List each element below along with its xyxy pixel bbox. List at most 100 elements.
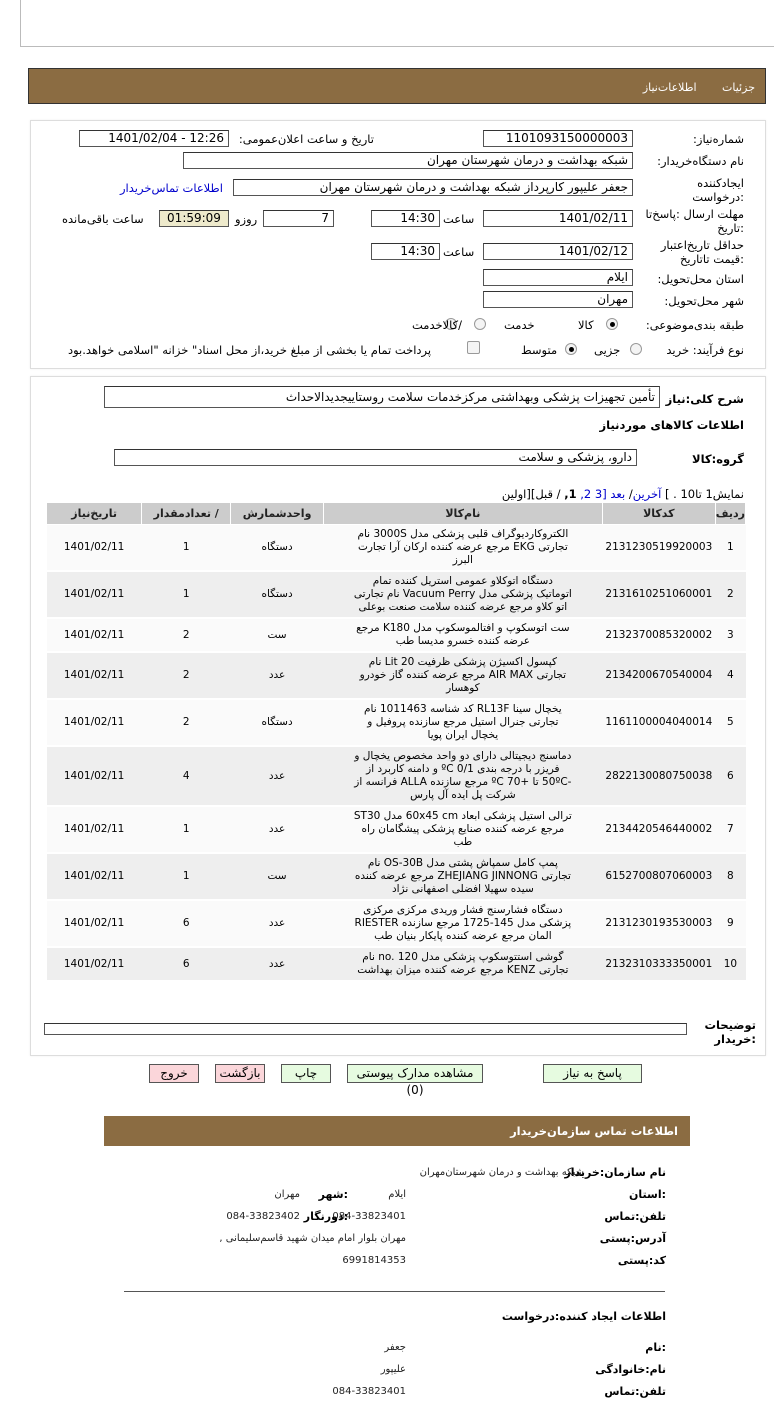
cell-goods-name: دستگاه فشارسنج فشار وریدی مرکزی مرکزی پز… xyxy=(323,900,603,948)
deadline-time-field[interactable]: 14:30 xyxy=(371,210,440,227)
contact-city: مهران xyxy=(274,1189,300,1200)
contact-fax-label: :دورنگار xyxy=(303,1210,348,1223)
buyer-contact-link[interactable]: اطلاعات تماس‌خریدار xyxy=(120,181,223,195)
cell-goods-name: ترالی استیل پزشکی ابعاد 60x45 cm مدل ST3… xyxy=(323,806,603,854)
radio-service[interactable] xyxy=(474,318,486,330)
cell-need-date: 1401/02/11 xyxy=(46,947,142,982)
days-label: روزو xyxy=(235,212,258,226)
cell-row-number: 4 xyxy=(715,652,746,700)
contact-address-label: آدرس:پستی xyxy=(599,1232,666,1245)
table-row: 7 2134420546440002 ترالی استیل پزشکی ابعاد… xyxy=(46,806,746,854)
validity-label-line: حداقل تاریخ‌اعتبار xyxy=(660,238,744,252)
deadline-label: مهلت ارسال :پاسخ‌تا:تاریخ xyxy=(646,207,744,235)
creator-family-label: نام:خانوادگی xyxy=(595,1363,666,1376)
print-button[interactable]: چاپ xyxy=(281,1064,331,1083)
column-header-need-date: تاریخ‌نیاز xyxy=(45,502,143,525)
cell-need-date: 1401/02/11 xyxy=(46,900,142,948)
summary-field[interactable]: تأمین تجهیزات پزشکی وبهداشتی مرکزخدمات س… xyxy=(104,386,660,408)
radio-goods-service[interactable] xyxy=(445,318,457,330)
cell-unit: ست xyxy=(230,618,324,653)
need-number-field[interactable]: 1101093150000003 xyxy=(483,130,633,147)
radio-goods-label: کالا xyxy=(578,318,594,332)
creator-info-title: اطلاعات ایجاد کننده:درخواست xyxy=(501,1310,666,1323)
column-header-quantity: / تعدادمقدار xyxy=(141,502,232,525)
view-documents-button[interactable]: مشاهده مدارک پیوستی (0) xyxy=(347,1064,483,1097)
pager-page-3[interactable]: [3 xyxy=(594,487,607,501)
column-header-row-number: ردیف xyxy=(714,502,747,525)
cell-row-number: 2 xyxy=(715,571,746,619)
cell-need-date: 1401/02/11 xyxy=(46,652,142,700)
announce-field[interactable]: 1401/02/04 - 12:26 xyxy=(79,130,229,147)
contact-postal-label: کد:پستی xyxy=(617,1254,666,1267)
contact-phone: 084-33823401 xyxy=(332,1211,406,1222)
reply-button[interactable]: پاسخ به نیاز xyxy=(543,1064,642,1083)
payment-note: پرداخت تمام یا بخشی از مبلغ خرید،از محل … xyxy=(68,343,432,357)
cell-row-number: 1 xyxy=(715,524,746,572)
header-bar: جزئیات اطلاعات‌نیاز xyxy=(28,68,766,104)
tab-need-info[interactable]: اطلاعات‌نیاز xyxy=(642,81,697,94)
cell-unit: عدد xyxy=(230,947,324,982)
cell-goods-code: 2822130080750038 xyxy=(602,746,716,807)
pager-prev-first: / قبل][اولین xyxy=(501,487,561,501)
cell-need-date: 1401/02/11 xyxy=(46,699,142,747)
cell-goods-code: 1161100004040014 xyxy=(602,699,716,747)
cell-unit: ست xyxy=(230,853,324,901)
divider xyxy=(20,46,774,47)
table-header-row: ردیف کدکالا نام‌کالا واحدشمارش / تعدادمقدار ت… xyxy=(45,502,747,525)
goods-table: ردیف کدکالا نام‌کالا واحدشمارش / تعدادمقدار ت… xyxy=(45,502,747,982)
table-row: 3 2132370085320002 ست اتوسکوپ و افتالموسکو… xyxy=(46,618,746,653)
cell-unit: عدد xyxy=(230,900,324,948)
deadline-date-field[interactable]: 1401/02/11 xyxy=(483,210,633,227)
exit-button[interactable]: خروج xyxy=(149,1064,199,1083)
creator-field[interactable]: جعفر علیپور کارپرداز شبکه بهداشت و درمان… xyxy=(233,179,633,196)
remaining-timer: 01:59:09 xyxy=(159,210,229,227)
pager-page-2[interactable]: 2, xyxy=(580,487,592,501)
contact-province-label: :استان xyxy=(629,1188,666,1201)
radio-service-label: خدمت xyxy=(504,318,535,332)
cell-goods-name: الکتروکاردیوگراف قلبی پزشکی مدل 3000S نا… xyxy=(323,524,603,572)
column-header-goods-name: نام‌کالا xyxy=(322,502,603,525)
validity-time-field[interactable]: 14:30 xyxy=(371,243,440,260)
cell-quantity: 1 xyxy=(141,853,231,901)
validity-date-field[interactable]: 1401/02/12 xyxy=(483,243,633,260)
cell-goods-code: 2134200670540004 xyxy=(602,652,716,700)
radio-medium-label: متوسط xyxy=(521,343,558,357)
pager-last[interactable]: آخرین xyxy=(632,487,662,501)
radio-goods-service-label: /کالاخدمت xyxy=(412,318,463,332)
cell-quantity: 2 xyxy=(141,618,231,653)
pager-next[interactable]: بعد xyxy=(610,487,626,501)
province-field[interactable]: ایلام xyxy=(483,269,633,286)
tab-details[interactable]: جزئیات xyxy=(722,81,755,94)
pager-page-1: 1, xyxy=(564,487,577,501)
buyer-notes-field[interactable] xyxy=(44,1023,687,1035)
buyer-org-field[interactable]: شبکه بهداشت و درمان شهرستان مهران xyxy=(183,152,633,169)
cell-need-date: 1401/02/11 xyxy=(46,524,142,572)
radio-minor-label: جزیی xyxy=(594,343,621,357)
pager: نمایش1 تا10 . ] آخرین/ بعد [3 2, 1, / قب… xyxy=(501,487,744,501)
notes-label-line: توضیحات xyxy=(704,1018,757,1032)
cell-need-date: 1401/02/11 xyxy=(46,746,142,807)
table-row: 9 2131230193530003 دستگاه فشارسنج فشار وری… xyxy=(46,900,746,948)
payment-checkbox[interactable] xyxy=(467,341,480,354)
radio-minor[interactable] xyxy=(630,343,642,355)
category-label: طبقه بندی‌موضوعی: xyxy=(645,318,744,332)
cell-quantity: 1 xyxy=(141,524,231,572)
city-field[interactable]: مهران xyxy=(483,291,633,308)
cell-quantity: 2 xyxy=(141,652,231,700)
back-button[interactable]: بازگشت xyxy=(215,1064,265,1083)
cell-goods-code: 2132310333350001 xyxy=(602,947,716,982)
validity-label-line: :قیمت تا‌تاریخ xyxy=(679,252,744,266)
cell-goods-code: 2134420546440002 xyxy=(602,806,716,854)
column-header-unit: واحدشمارش xyxy=(230,502,324,525)
cell-row-number: 6 xyxy=(715,746,746,807)
contact-address: مهران بلوار امام میدان شهید قاسم‌سلیمانی… xyxy=(219,1233,406,1244)
divider xyxy=(20,0,21,46)
cell-goods-code: 6152700807060003 xyxy=(602,853,716,901)
contact-province: ایلام xyxy=(388,1189,406,1200)
creator-label: ایجادکننده:درخواست xyxy=(692,176,744,204)
group-field[interactable]: دارو، پزشکی و سلامت xyxy=(114,449,637,466)
radio-medium[interactable] xyxy=(565,343,577,355)
radio-goods[interactable] xyxy=(606,318,618,330)
deadline-label-line: :تاریخ xyxy=(717,221,744,235)
cell-quantity: 6 xyxy=(141,900,231,948)
